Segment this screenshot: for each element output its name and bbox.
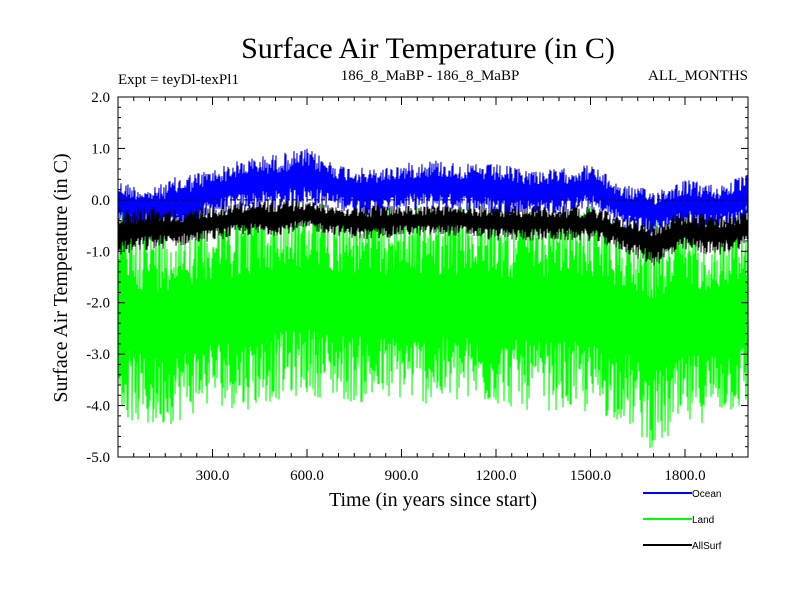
y-tick-label: 0.0 <box>91 193 110 209</box>
x-tick-label: 1800.0 <box>664 468 705 484</box>
series-line-land <box>117 204 749 449</box>
x-tick-label: 300.0 <box>196 468 230 484</box>
legend-label-land: Land <box>692 515 714 526</box>
expt-label: Expt = teyDl-texPl1 <box>118 72 239 88</box>
x-tick-label: 1200.0 <box>475 468 516 484</box>
series-line-allsurf <box>117 199 749 266</box>
y-tick-label: -5.0 <box>86 450 110 466</box>
y-tick-label: -1.0 <box>86 244 110 260</box>
y-tick-label: -3.0 <box>86 347 110 363</box>
chart-subtitle: 186_8_MaBP - 186_8_MaBP <box>341 68 520 84</box>
x-axis: 300.0 600.0 900.0 1200.0 1500.0 1800.0 <box>117 97 749 484</box>
x-tick-label: 1500.0 <box>570 468 611 484</box>
series-layer <box>117 148 749 449</box>
x-tick-label: 600.0 <box>290 468 324 484</box>
months-label: ALL_MONTHS <box>648 68 748 84</box>
y-tick-label: -4.0 <box>86 399 110 415</box>
y-tick-label: -2.0 <box>86 296 110 312</box>
chart-title: Surface Air Temperature (in C) <box>241 32 615 65</box>
legend-label-allsurf: AllSurf <box>692 541 722 552</box>
series-line-ocean <box>117 148 749 236</box>
x-axis-label: Time (in years since start) <box>329 489 537 511</box>
y-tick-label: 1.0 <box>91 141 110 157</box>
legend: Ocean Land AllSurf <box>643 489 722 552</box>
x-tick-label: 900.0 <box>385 468 419 484</box>
y-tick-label: 2.0 <box>91 90 110 106</box>
y-axis-label: Surface Air Temperature (in C) <box>50 153 72 402</box>
legend-label-ocean: Ocean <box>692 489 721 500</box>
y-axis: -5.0 -4.0 -3.0 -2.0 -1.0 0.0 1.0 2.0 <box>86 90 748 466</box>
